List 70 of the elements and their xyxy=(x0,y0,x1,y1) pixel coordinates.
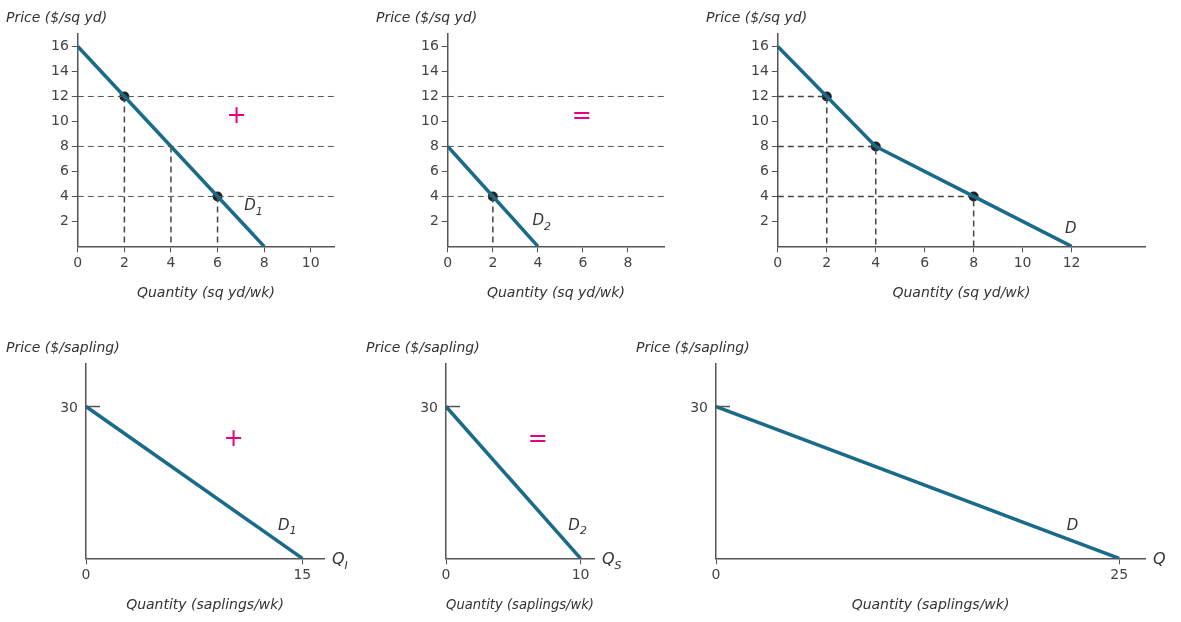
x-tick-label: 0 xyxy=(773,254,783,271)
x-tick-label: 0 xyxy=(443,254,453,271)
y-tick-label: 16 xyxy=(50,37,69,54)
series-label: D xyxy=(1064,218,1077,237)
x-tick-label: 6 xyxy=(578,254,588,271)
y-tick-label: 12 xyxy=(50,87,69,104)
y-tick-label: 4 xyxy=(759,187,769,204)
x-axis-title: Quantity (saplings/wk) xyxy=(851,596,1010,613)
y-axis-title: Price ($/sapling) xyxy=(6,339,120,355)
y-tick-label: 4 xyxy=(59,187,69,204)
y-axis-title: Price ($/sapling) xyxy=(636,339,750,355)
x-tick-label: 8 xyxy=(969,254,979,271)
x-tick-label: 10 xyxy=(571,566,590,583)
y-tick-label: 8 xyxy=(59,137,69,154)
x-tick-label: 4 xyxy=(166,254,176,271)
text: 30 xyxy=(420,398,439,415)
y-tick-label: 10 xyxy=(420,112,439,129)
y-tick-label: 6 xyxy=(759,162,769,179)
y-tick-label: 14 xyxy=(50,62,69,79)
x-tick-label: 8 xyxy=(259,254,269,271)
x-axis-title: Quantity (saplings/wk) xyxy=(446,595,594,613)
y-tick-label: 10 xyxy=(750,112,769,129)
y-axis-title: Price ($/sq yd) xyxy=(376,9,478,25)
annotation: = xyxy=(527,423,548,452)
annotation: = xyxy=(571,101,592,130)
x-axis-title: Quantity (sq yd/wk) xyxy=(136,284,275,301)
y-tick-label: 4 xyxy=(429,187,439,204)
x-axis-title: Quantity (saplings/wk) xyxy=(126,596,284,613)
text: Q xyxy=(1153,549,1166,569)
annotation: + xyxy=(223,423,244,452)
y-tick-label: 16 xyxy=(750,37,769,54)
y-tick-label: 10 xyxy=(50,112,69,129)
text: 30 xyxy=(690,398,709,415)
x-tick-label: 6 xyxy=(213,254,223,271)
y-tick-label: 8 xyxy=(429,137,439,154)
x-tick-label: 12 xyxy=(1062,254,1081,271)
text: 30 xyxy=(60,398,79,415)
x-tick-label: 6 xyxy=(920,254,930,271)
x-tick-label: 0 xyxy=(711,566,721,583)
y-axis-title: Price ($/sapling) xyxy=(366,339,480,355)
y-tick-label: 14 xyxy=(750,62,769,79)
y-tick-label: 6 xyxy=(59,162,69,179)
y-tick-label: 12 xyxy=(420,87,439,104)
x-tick-label: 0 xyxy=(441,566,451,583)
y-tick-label: 2 xyxy=(429,212,439,229)
y-axis-title: Price ($/sq yd) xyxy=(6,9,108,25)
series-label: D xyxy=(1066,515,1079,534)
x-tick-label: 10 xyxy=(1013,254,1032,271)
x-tick-label: 0 xyxy=(73,254,83,271)
x-tick-label: 0 xyxy=(81,566,91,583)
x-tick-label: 4 xyxy=(533,254,543,271)
x-tick-label: 2 xyxy=(822,254,832,271)
x-axis-title: Quantity (sq yd/wk) xyxy=(892,284,1031,301)
y-tick-label: 14 xyxy=(420,62,439,79)
x-tick-label: 10 xyxy=(301,254,320,271)
y-tick-label: 6 xyxy=(429,162,439,179)
x-tick-label: 15 xyxy=(293,566,312,583)
x-tick-label: 4 xyxy=(871,254,881,271)
x-tick-label: 8 xyxy=(623,254,633,271)
annotation: + xyxy=(226,101,247,130)
y-tick-label: 2 xyxy=(59,212,69,229)
y-tick-label: 8 xyxy=(759,137,769,154)
y-tick-label: 16 xyxy=(420,37,439,54)
y-axis-title: Price ($/sq yd) xyxy=(706,9,808,25)
x-axis-title: Quantity (sq yd/wk) xyxy=(486,284,625,301)
x-tick-label: 2 xyxy=(488,254,498,271)
x-tick-label: 2 xyxy=(119,254,129,271)
y-tick-label: 2 xyxy=(759,212,769,229)
x-tick-label: 25 xyxy=(1110,566,1129,583)
y-tick-label: 12 xyxy=(750,87,769,104)
